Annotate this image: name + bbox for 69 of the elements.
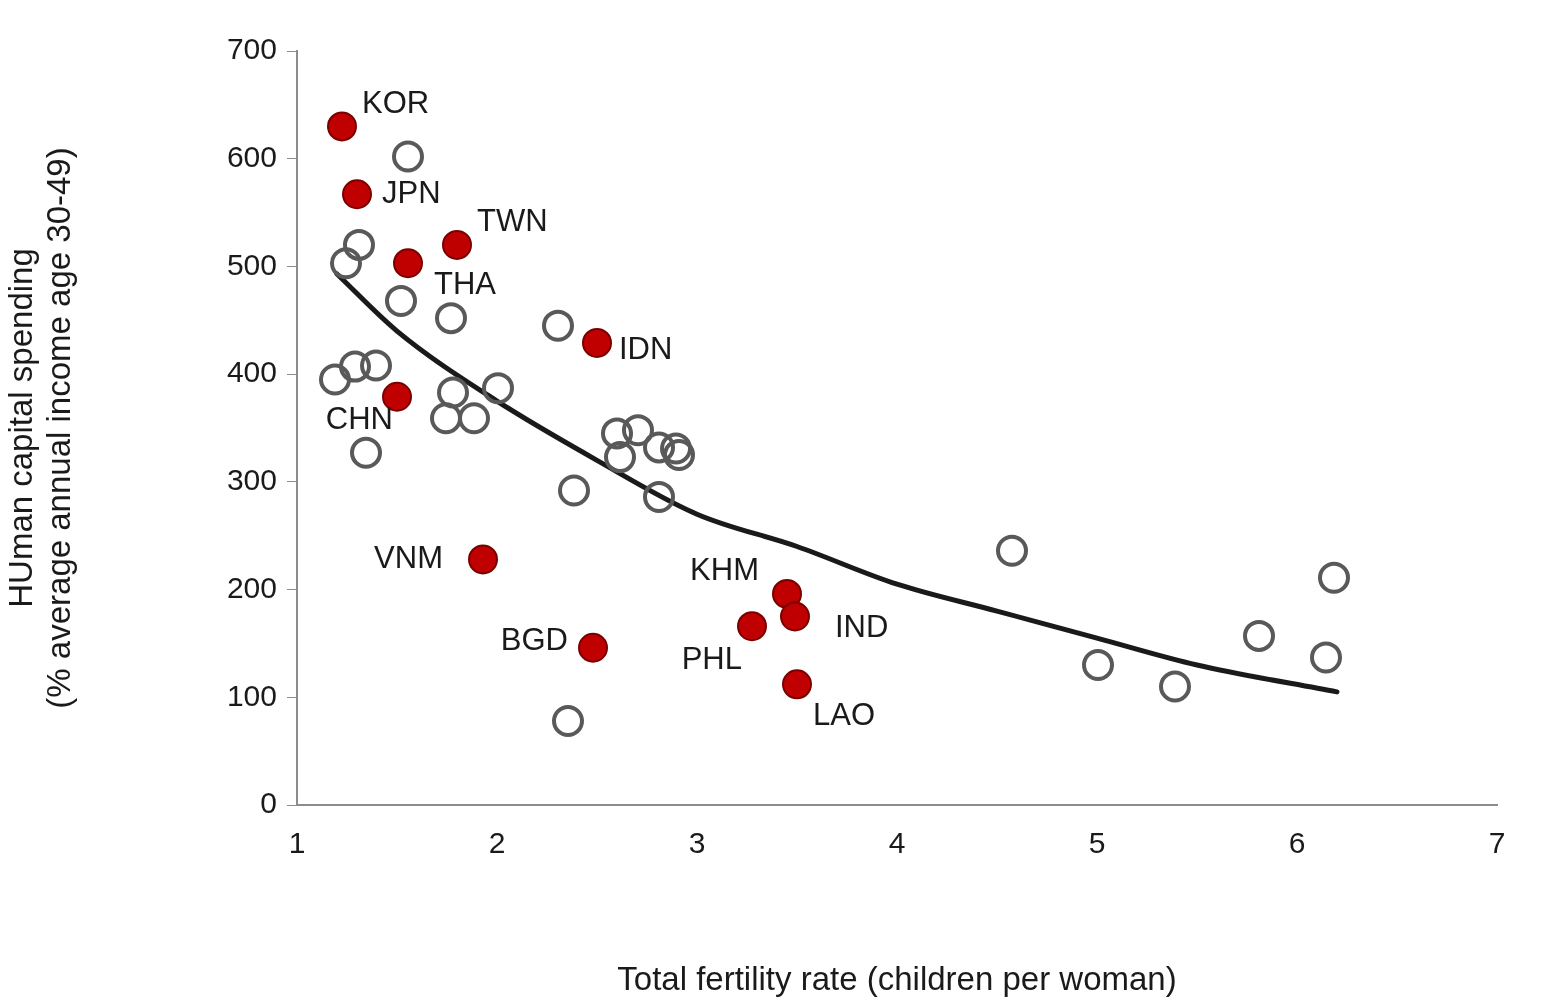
point (643, 431, 675, 464)
point (782, 669, 812, 700)
x-axis-title: Total fertility rate (children per woman) (617, 960, 1177, 998)
point (1243, 619, 1275, 652)
point (360, 349, 392, 382)
point (1310, 641, 1342, 674)
point (578, 632, 608, 663)
annotation: TWN (477, 203, 548, 239)
annotation: THA (434, 265, 497, 301)
point (458, 402, 490, 435)
annotation: JPN (382, 174, 441, 210)
point (468, 544, 498, 575)
point (327, 111, 357, 142)
y-tick-label: 0 (260, 786, 277, 820)
point (737, 611, 767, 642)
point (996, 534, 1028, 567)
y-axis-title: HUman capital spending (% average annual income age 30-49) (2, 147, 78, 709)
y-tick-label: 600 (226, 139, 277, 173)
point (772, 578, 802, 609)
y-tick-label: 400 (226, 355, 277, 389)
y-tick-label: 300 (226, 463, 277, 497)
point (1318, 561, 1350, 594)
annotation: PHL (681, 640, 742, 676)
annotation: KHM (690, 552, 759, 588)
point (552, 704, 584, 737)
x-tick-label: 3 (688, 826, 706, 860)
annotation: LAO (813, 696, 876, 732)
point (330, 247, 362, 280)
point (393, 248, 423, 279)
point (601, 417, 633, 450)
x-tick-label: 2 (488, 826, 506, 860)
point (542, 309, 574, 342)
point (622, 414, 654, 447)
point (430, 402, 462, 435)
point (780, 601, 810, 632)
x-tick-label: 6 (1288, 826, 1306, 860)
y-tick-label: 100 (226, 678, 277, 712)
annotation: VNM (374, 539, 443, 575)
annotation: CHN (325, 401, 393, 437)
x-tick-label: 7 (1488, 826, 1506, 860)
point (604, 441, 636, 474)
x-tick-label: 4 (888, 826, 906, 860)
point (582, 327, 612, 358)
point (643, 480, 675, 513)
point (482, 372, 514, 405)
point (435, 302, 467, 335)
point (1082, 648, 1114, 681)
y-tick-label: 700 (226, 32, 277, 66)
point (437, 376, 469, 409)
annotation: BGD (500, 622, 568, 658)
point (558, 474, 590, 507)
point (385, 284, 417, 317)
point (342, 179, 372, 210)
point (343, 228, 375, 261)
y-tick-label: 500 (226, 247, 277, 281)
y-tick-label: 200 (226, 570, 277, 604)
point (663, 438, 695, 471)
point (350, 436, 382, 469)
point (392, 140, 424, 173)
point (442, 229, 472, 260)
annotation: IND (835, 609, 889, 645)
point (339, 350, 371, 383)
point (660, 432, 692, 465)
annotation: KOR (362, 84, 430, 120)
point (1159, 670, 1191, 703)
annotation: IDN (619, 331, 673, 367)
x-tick-label: 5 (1088, 826, 1106, 860)
x-tick-label: 1 (288, 826, 306, 860)
point (319, 363, 351, 396)
